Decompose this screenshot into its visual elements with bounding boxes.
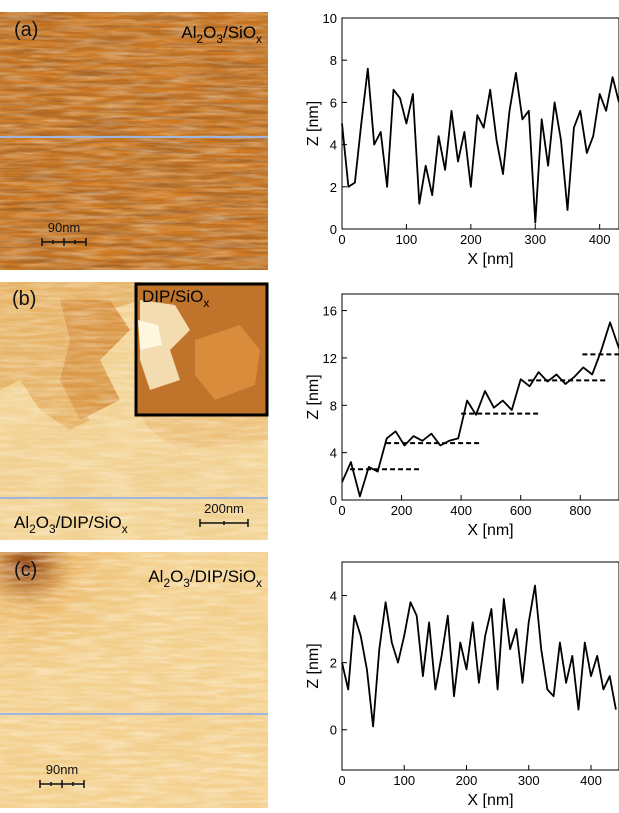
label-subscript: x	[203, 296, 209, 310]
x-tick-label: 0	[338, 503, 345, 518]
y-tick-label: 8	[330, 398, 337, 413]
x-tick-label: 400	[450, 503, 472, 518]
x-axis-label: X [nm]	[467, 251, 513, 268]
label-subscript: 2	[29, 522, 36, 536]
y-tick-label: 8	[330, 53, 337, 68]
y-tick-label: 0	[330, 222, 337, 237]
x-tick-label: 200	[460, 232, 482, 247]
scale-bar-label: 90nm	[46, 762, 79, 777]
y-tick-label: 12	[323, 351, 337, 366]
label-text: DIP/SiO	[142, 287, 203, 306]
label-text: Al	[181, 23, 196, 42]
x-tick-label: 300	[518, 773, 540, 788]
inset-label: DIP/SiOx	[142, 287, 209, 310]
y-axis-label: Z [nm]	[305, 374, 322, 419]
x-tick-label: 100	[396, 232, 418, 247]
y-tick-label: 2	[330, 656, 337, 671]
x-axis-label: X [nm]	[467, 522, 513, 539]
y-tick-label: 10	[323, 11, 337, 26]
y-tick-label: 4	[330, 446, 337, 461]
x-tick-label: 400	[589, 232, 611, 247]
x-tick-label: 400	[580, 773, 602, 788]
label-text: O	[203, 23, 216, 42]
x-tick-label: 200	[391, 503, 413, 518]
label-text: O	[36, 513, 49, 532]
label-text: /SiO	[223, 23, 256, 42]
image-label: Al2O3/DIP/SiOx	[14, 513, 128, 536]
label-subscript: x	[122, 522, 128, 536]
label-text: /DIP/SiO	[190, 567, 256, 586]
x-axis-label: X [nm]	[467, 792, 513, 808]
y-tick-label: 4	[330, 138, 337, 153]
y-tick-label: 16	[323, 304, 337, 319]
panel-label: (a)	[14, 19, 38, 41]
panel-label: (c)	[14, 559, 37, 581]
y-tick-label: 4	[330, 589, 337, 604]
scale-bar-label: 200nm	[204, 501, 244, 516]
x-tick-label: 800	[569, 503, 591, 518]
scale-bar-label: 90nm	[48, 220, 81, 235]
label-text: /DIP/SiO	[56, 513, 122, 532]
plot-frame	[341, 293, 619, 501]
image-label: Al2O3/SiOx	[181, 23, 262, 46]
panel-label: (b)	[12, 288, 36, 310]
label-subscript: x	[256, 576, 262, 590]
x-tick-label: 200	[456, 773, 478, 788]
afm-image-a	[0, 12, 268, 270]
afm-image-b	[0, 282, 269, 540]
image-label: Al2O3/DIP/SiOx	[148, 567, 262, 590]
label-subscript: 2	[197, 32, 204, 46]
profile-line	[341, 321, 619, 498]
label-text: Al	[148, 567, 163, 586]
x-tick-label: 0	[338, 773, 345, 788]
plot-frame	[341, 17, 619, 230]
profile-line	[341, 67, 619, 224]
label-text: Al	[14, 513, 29, 532]
label-subscript: 3	[216, 32, 223, 46]
y-tick-label: 0	[330, 723, 337, 738]
afm-image-c	[0, 552, 268, 808]
x-tick-label: 300	[524, 232, 546, 247]
label-text: O	[170, 567, 183, 586]
y-tick-label: 0	[330, 493, 337, 508]
label-subscript: 3	[183, 576, 190, 590]
x-tick-label: 600	[510, 503, 532, 518]
y-axis-label: Z [nm]	[305, 643, 322, 688]
y-tick-label: 6	[330, 95, 337, 110]
x-tick-label: 0	[338, 232, 345, 247]
y-tick-label: 2	[330, 180, 337, 195]
y-axis-label: Z [nm]	[305, 101, 322, 146]
label-subscript: 2	[163, 576, 170, 590]
label-subscript: 3	[49, 522, 56, 536]
label-subscript: x	[256, 32, 262, 46]
x-tick-label: 100	[393, 773, 415, 788]
profile-line	[341, 584, 617, 728]
